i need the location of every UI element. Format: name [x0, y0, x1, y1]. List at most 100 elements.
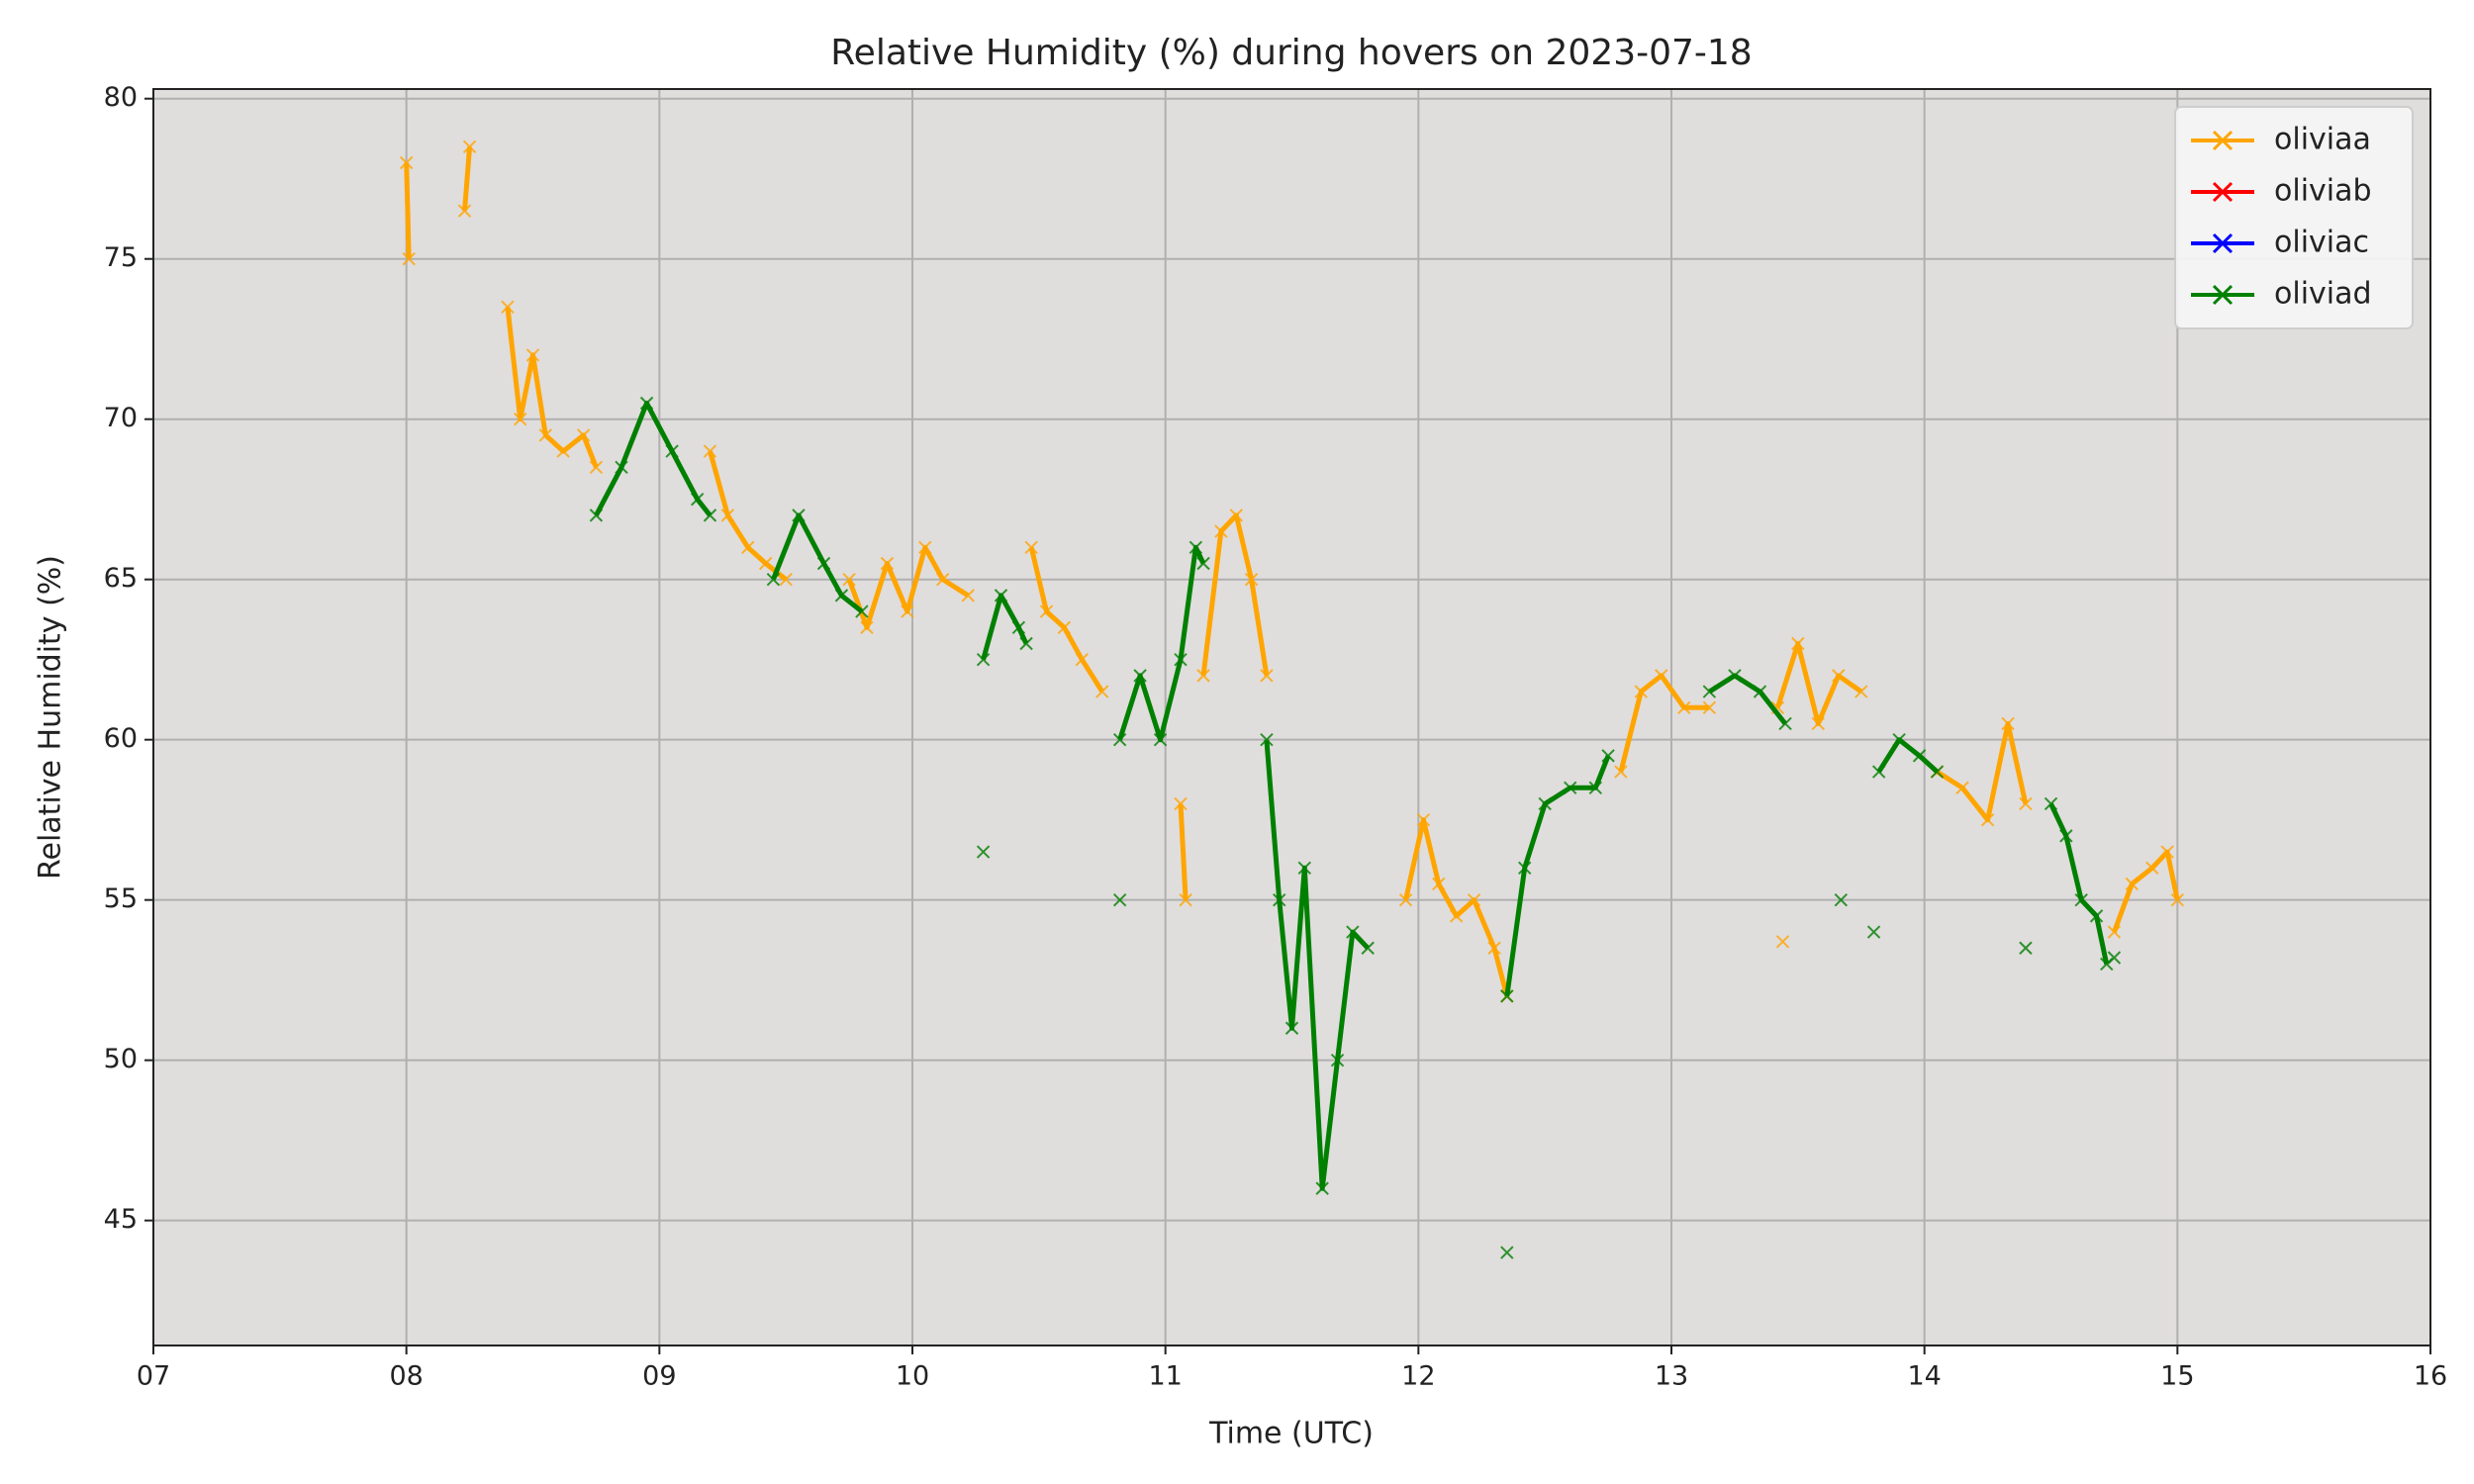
point-marker	[2107, 925, 2122, 939]
legend-box	[2174, 106, 2414, 329]
point-marker	[741, 540, 755, 554]
point-marker	[2059, 829, 2073, 843]
point-marker	[2170, 892, 2185, 907]
point-marker	[1260, 732, 1274, 747]
point-marker	[976, 845, 991, 859]
point-marker	[1095, 685, 1109, 698]
point-marker	[1346, 925, 1360, 939]
y-tick-label: 70	[104, 403, 138, 433]
chart-title: Relative Humidity (%) during hovers on 2…	[830, 33, 1752, 73]
x-tick-label: 11	[1148, 1361, 1182, 1392]
point-marker	[901, 604, 914, 618]
point-marker	[1398, 892, 1413, 907]
plot-area	[152, 88, 2431, 1346]
point-marker	[1179, 892, 1192, 907]
legend-label: oliviab	[2274, 174, 2372, 209]
point-marker	[1174, 796, 1188, 811]
point-marker	[1832, 669, 1846, 683]
point-marker	[1634, 685, 1649, 698]
x-tick-label: 07	[137, 1361, 170, 1392]
y-tick-label: 75	[104, 242, 138, 273]
legend-marker	[2212, 232, 2234, 254]
legend-label: oliviaa	[2274, 123, 2371, 157]
point-marker	[1614, 765, 1628, 779]
point-marker	[1133, 669, 1147, 683]
point-marker	[703, 444, 717, 458]
point-marker	[1260, 669, 1274, 683]
x-tick-label: 09	[642, 1361, 676, 1392]
point-marker	[1449, 909, 1464, 923]
point-marker	[1153, 732, 1168, 747]
x-tick-label: 16	[2414, 1361, 2447, 1392]
x-tick-label: 12	[1401, 1361, 1435, 1392]
point-marker	[462, 139, 477, 154]
point-marker	[615, 460, 628, 475]
point-marker	[961, 589, 975, 603]
point-marker	[1361, 941, 1375, 955]
point-marker	[2044, 796, 2058, 811]
point-marker	[1778, 716, 1792, 731]
point-marker	[514, 412, 527, 426]
point-marker	[1174, 652, 1188, 667]
point-marker	[834, 589, 849, 603]
point-marker	[855, 604, 869, 618]
point-marker	[1196, 556, 1210, 571]
point-marker	[860, 620, 874, 634]
point-marker	[690, 492, 705, 507]
legend-marker	[2212, 284, 2234, 306]
point-marker	[501, 300, 515, 315]
point-marker	[1791, 636, 1805, 651]
point-marker	[1834, 892, 1849, 907]
y-tick-label: 65	[104, 563, 138, 594]
point-marker	[1011, 620, 1026, 634]
point-marker	[1273, 892, 1286, 907]
legend-label: oliviad	[2274, 277, 2372, 312]
point-marker	[399, 155, 414, 170]
point-marker	[720, 509, 735, 522]
point-marker	[792, 509, 806, 522]
x-tick-label: 14	[1907, 1361, 1941, 1392]
point-marker	[1892, 732, 1906, 747]
point-marker	[779, 572, 793, 587]
point-marker	[1702, 685, 1717, 698]
point-marker	[2019, 796, 2033, 811]
series-layer	[399, 139, 2185, 1259]
point-marker	[1075, 652, 1090, 667]
legend: oliviaa oliviab oliviac oliviad	[2174, 106, 2414, 329]
point-marker	[556, 444, 570, 458]
point-marker	[994, 589, 1008, 603]
legend-label: oliviac	[2274, 226, 2369, 260]
point-marker	[589, 460, 604, 475]
point-marker	[1297, 861, 1311, 875]
x-tick-label: 13	[1655, 1361, 1688, 1392]
point-marker	[538, 428, 552, 442]
point-marker	[1315, 1181, 1329, 1195]
point-marker	[2107, 951, 2122, 965]
point-marker	[1655, 669, 1668, 683]
point-marker	[1432, 877, 1446, 891]
point-marker	[1753, 685, 1767, 698]
point-marker	[1244, 572, 1259, 587]
point-marker	[1855, 685, 1868, 698]
point-marker	[1039, 604, 1054, 618]
point-marker	[1601, 749, 1615, 763]
y-tick-label: 55	[104, 883, 138, 914]
point-marker	[880, 556, 895, 571]
point-marker	[1057, 620, 1072, 634]
legend-marker	[2212, 181, 2234, 203]
point-marker	[1677, 700, 1691, 714]
point-marker	[1416, 812, 1431, 827]
x-tick-label: 15	[2160, 1361, 2194, 1392]
point-marker	[703, 509, 717, 522]
legend-marker	[2212, 130, 2234, 151]
point-marker	[1467, 892, 1481, 907]
point-marker	[1189, 540, 1203, 554]
point-marker	[842, 572, 856, 587]
point-marker	[1500, 1246, 1514, 1259]
y-tick-label: 50	[104, 1044, 138, 1074]
point-marker	[1728, 669, 1742, 683]
point-marker	[1980, 812, 1995, 827]
point-marker	[589, 509, 604, 522]
y-axis-label: Relative Humidity (%)	[34, 555, 68, 880]
